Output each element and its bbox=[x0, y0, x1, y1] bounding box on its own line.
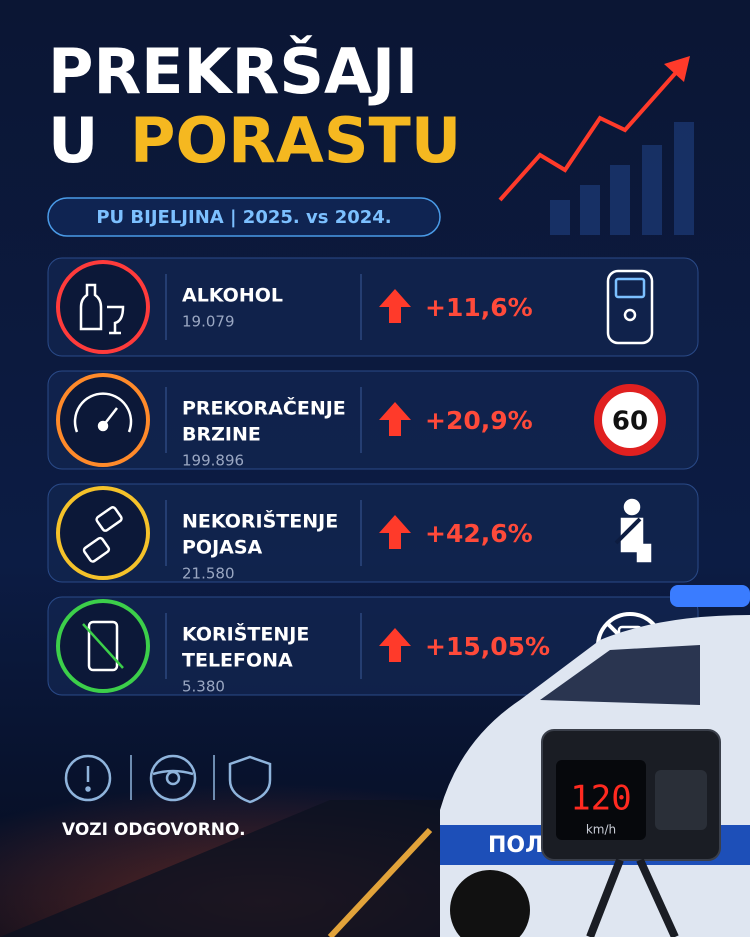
footer-icons bbox=[64, 754, 272, 804]
growth-graphic bbox=[498, 56, 694, 235]
title-line-2-b: PORASTU bbox=[130, 104, 461, 177]
slash bbox=[82, 623, 124, 669]
gauge bbox=[73, 392, 133, 433]
row-card bbox=[47, 483, 699, 583]
title-line-2-a: U bbox=[48, 104, 98, 177]
radar-speed: 120 bbox=[570, 779, 631, 819]
bottle bbox=[79, 283, 103, 331]
row-card bbox=[47, 370, 699, 470]
row-count: 199.896 bbox=[182, 452, 244, 470]
row-label: NEKORIŠTENJE bbox=[182, 509, 338, 533]
category-icon bbox=[82, 506, 123, 563]
buckle-b bbox=[95, 506, 123, 532]
category-icon bbox=[82, 620, 124, 672]
rows: ALKOHOL 19.079 +11,6% PREKORAČENJE BRZINE 199… bbox=[47, 257, 699, 696]
hub bbox=[97, 420, 109, 432]
category-icon bbox=[73, 392, 133, 433]
up-arrow bbox=[379, 628, 411, 662]
right-icon bbox=[606, 269, 654, 345]
row-change: +20,9% bbox=[425, 406, 533, 435]
row-label: PREKORAČENJE bbox=[182, 396, 346, 420]
icon-ring bbox=[56, 373, 150, 467]
row-count: 21.580 bbox=[182, 565, 235, 583]
up-arrow bbox=[379, 515, 411, 549]
sign bbox=[594, 384, 666, 456]
buckle-a bbox=[82, 536, 111, 563]
icon-ring bbox=[56, 260, 150, 354]
up-arrow bbox=[379, 402, 411, 436]
row-label: POJASA bbox=[182, 537, 263, 559]
row-label: ALKOHOL bbox=[182, 285, 283, 307]
row-count: 5.380 bbox=[182, 678, 225, 696]
row-card bbox=[47, 257, 699, 357]
screen bbox=[614, 277, 646, 299]
radar-unit: km/h bbox=[586, 823, 616, 837]
subtitle-pill bbox=[47, 197, 441, 237]
head bbox=[623, 498, 641, 516]
row-change: +15,05% bbox=[425, 632, 550, 661]
breathalyzer bbox=[606, 269, 654, 345]
road-line bbox=[327, 827, 433, 937]
up-arrow bbox=[379, 289, 411, 323]
icon-ring bbox=[56, 486, 150, 580]
row-count: 19.079 bbox=[182, 313, 235, 331]
right-icon: 60 bbox=[594, 384, 666, 456]
row-change: +42,6% bbox=[425, 519, 533, 548]
right-icon bbox=[614, 498, 652, 563]
button bbox=[623, 308, 637, 322]
belt bbox=[614, 517, 642, 545]
subtitle: PU BIJELJINA | 2025. vs 2024. bbox=[96, 207, 391, 228]
phone bbox=[87, 620, 119, 672]
row-label: TELEFONA bbox=[182, 650, 293, 672]
glass bbox=[107, 305, 125, 335]
footer-slogan: VOZI ODGOVORNO. bbox=[62, 820, 246, 840]
speed-sign: 60 bbox=[612, 407, 648, 437]
row-label: BRZINE bbox=[182, 424, 261, 446]
title-line-1: PREKRŠAJI bbox=[48, 35, 418, 108]
speed-radar bbox=[541, 729, 721, 937]
category-icon bbox=[79, 283, 125, 335]
row-change: +11,6% bbox=[425, 293, 533, 322]
row-label: KORIŠTENJE bbox=[182, 622, 309, 646]
